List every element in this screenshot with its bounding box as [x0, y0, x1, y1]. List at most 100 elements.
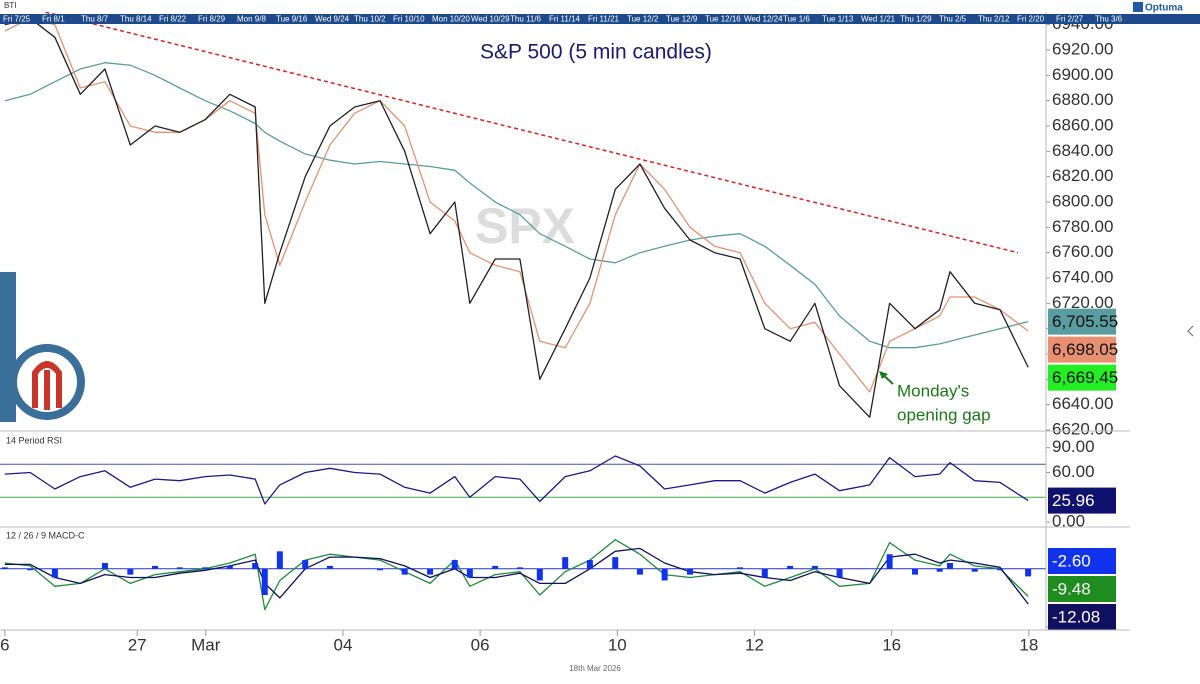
- histogram-bar: [636, 568, 643, 575]
- top-date: Fri 11/21: [588, 15, 620, 24]
- histogram-bar: [376, 568, 383, 571]
- y-tick-label: 6880.00: [1052, 90, 1113, 109]
- collapse-arrow[interactable]: [1187, 325, 1194, 337]
- histogram-bar: [787, 565, 794, 569]
- histogram-bar: [152, 565, 159, 569]
- series-line: [4, 17, 1029, 418]
- histogram-bar: [1, 567, 8, 569]
- histogram-bar: [466, 568, 473, 578]
- value-tag: [1048, 308, 1116, 335]
- histogram-bar: [997, 568, 1004, 571]
- histogram-bar: [101, 562, 108, 569]
- top-date: Tue 1/6: [783, 15, 810, 24]
- top-date: Thu 8/7: [81, 15, 109, 24]
- histogram-bar: [536, 568, 543, 581]
- top-date: Fri 2/27: [1056, 15, 1084, 24]
- y-tick-label: 6740.00: [1052, 267, 1113, 286]
- watermark: SPX: [475, 198, 575, 254]
- histogram-bar: [586, 560, 593, 569]
- y-tick-label: 6640.00: [1052, 394, 1113, 413]
- top-date: Thu 11/6: [510, 15, 542, 24]
- top-date: Thu 2/5: [939, 15, 967, 24]
- histogram-bar: [886, 554, 893, 569]
- histogram-bar: [401, 568, 408, 575]
- annotation: opening gap: [897, 405, 991, 424]
- y-tick-label: 6900.00: [1052, 65, 1113, 84]
- top-date: Tue 12/2: [627, 15, 659, 24]
- underlay: SPX: [0, 198, 575, 422]
- panel-title: 12 / 26 / 9 MACD-C: [6, 530, 85, 540]
- x-tick-label: 27: [128, 635, 147, 654]
- histogram-bar: [176, 567, 183, 569]
- top-date: Thu 8/14: [120, 15, 152, 24]
- app-name: Optuma: [1145, 3, 1183, 14]
- top-date: Fri 2/20: [1017, 15, 1045, 24]
- value-tag: [1048, 548, 1116, 574]
- histogram-bar: [936, 568, 943, 572]
- top-date: Fri 7/25: [3, 15, 31, 24]
- top-date: Fri 10/10: [393, 15, 425, 24]
- top-date: Fri 11/14: [549, 15, 581, 24]
- date-strip: [0, 14, 1200, 24]
- annotation: Monday's: [897, 381, 969, 400]
- histogram-bar: [687, 568, 694, 575]
- top-date: Wed 12/24: [744, 15, 783, 24]
- top-date: Thu 10/2: [354, 15, 386, 24]
- histogram-bar: [27, 568, 34, 571]
- top-date: Thu 1/29: [900, 15, 932, 24]
- y-tick-label: 6720.00: [1052, 293, 1113, 312]
- plot-layer: 6620.006640.006660.006680.006700.006720.…: [0, 12, 1118, 630]
- top-date: Wed 10/29: [471, 15, 510, 24]
- histogram-bar: [946, 562, 953, 569]
- x-tick-label: 04: [333, 635, 352, 654]
- y-tick-label: 6820.00: [1052, 166, 1113, 185]
- histogram-bar: [516, 567, 523, 569]
- histogram-bar: [127, 568, 134, 575]
- histogram-bar: [737, 567, 744, 569]
- histogram-bar: [261, 568, 268, 596]
- top-date: Wed 1/21: [861, 15, 896, 24]
- top-date: Mon 10/20: [432, 15, 470, 24]
- value-tag: [1048, 487, 1116, 514]
- x-tick-label: 18: [1019, 635, 1038, 654]
- histogram-bar: [326, 565, 333, 569]
- histogram-bar: [451, 560, 458, 569]
- histogram-bar: [302, 560, 309, 569]
- top-date: Tue 12/16: [705, 15, 741, 24]
- panel-title: 14 Period RSI: [6, 435, 62, 445]
- series-line: [4, 62, 1029, 349]
- value-tag-label: 25.96: [1052, 491, 1095, 510]
- x-tick-label: 6: [0, 635, 9, 654]
- histogram-bar: [811, 565, 818, 569]
- value-tag-label: 6,705.55: [1052, 312, 1118, 331]
- histogram-bar: [492, 565, 499, 569]
- histogram-bar: [836, 568, 843, 578]
- top-date: Fri 8/22: [159, 15, 187, 24]
- chart-title: S&P 500 (5 min candles): [480, 41, 712, 64]
- top-date: Thu 3/6: [1095, 15, 1123, 24]
- top-date: Wed 9/24: [315, 15, 350, 24]
- histogram-bar: [202, 567, 209, 569]
- series-line: [4, 455, 1029, 505]
- y-tick-label: 6800.00: [1052, 191, 1113, 210]
- value-tag: [1048, 336, 1116, 363]
- y-tick-label: 6920.00: [1052, 39, 1113, 58]
- annotation-arrowhead: [879, 371, 888, 379]
- histogram-bar: [911, 568, 918, 575]
- top-date: Fri 8/1: [42, 15, 65, 24]
- x-tick-label: 16: [882, 635, 901, 654]
- value-tag-label: -2.60: [1052, 551, 1091, 570]
- histogram-bar: [226, 565, 233, 569]
- series-line: [4, 547, 1029, 605]
- value-tag: [1048, 604, 1116, 630]
- y-tick-label: 90.00: [1052, 437, 1095, 456]
- top-date: Tue 1/13: [822, 15, 854, 24]
- app-icon: [1133, 2, 1143, 12]
- value-tag-label: -9.48: [1052, 579, 1091, 598]
- y-tick-label: 6840.00: [1052, 141, 1113, 160]
- y-tick-label: 6620.00: [1052, 419, 1113, 438]
- histogram-bar: [51, 568, 58, 578]
